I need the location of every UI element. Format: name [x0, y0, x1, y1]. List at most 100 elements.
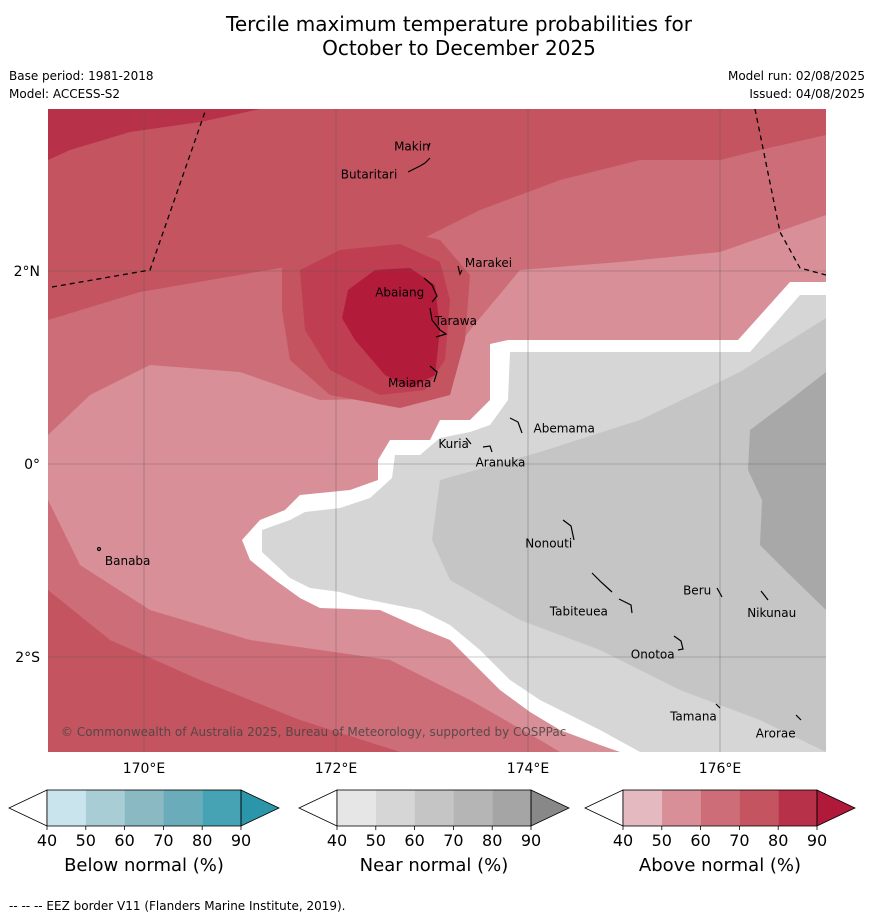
model-run: Model run: 02/08/2025 [727, 69, 865, 83]
island-label-tarawa: Tarawa [434, 314, 477, 328]
island-label-abemama: Abemama [534, 421, 595, 435]
island-label-butaritari: Butaritari [341, 168, 398, 182]
map-plot-area [48, 109, 826, 752]
colorbar-0-outline [46, 789, 242, 827]
colorbar-0: 40 50 60 70 80 90 Below normal (%) [8, 789, 280, 876]
colorbar-1-outline [336, 789, 532, 827]
island-labels: Makin Butaritari Marakei Abaiang Tarawa Maian… [105, 140, 796, 741]
colorbar-2-low-extension [584, 789, 624, 827]
island-shape-maiana [429, 365, 438, 383]
colorbar-1: 40 50 60 70 80 90 Near normal (%) [298, 789, 570, 876]
lon-tick-label-1: 172°E [315, 761, 358, 777]
colorbar-2: 40 50 60 70 80 90 Above normal (%) [584, 789, 856, 876]
colorbar-0-tick-label-3: 70 [153, 831, 173, 850]
colorbar-2-tick-label-5: 90 [807, 831, 827, 850]
island-label-nikunau: Nikunau [747, 606, 796, 620]
colorbar-2-segment-1 [661, 790, 701, 826]
colorbar-1-segment-3 [453, 790, 493, 826]
colorbar-2-tick-label-4: 80 [768, 831, 788, 850]
map-title: Tercile maximum temperature probabilitie… [0, 12, 873, 60]
model-name: Model: ACCESS-S2 [9, 87, 121, 101]
island-shape-beru [716, 587, 723, 598]
island-label-kuria: Kuria [438, 437, 469, 451]
colorbar-1-tick-label-1: 50 [366, 831, 386, 850]
island-shape-tamana [715, 703, 721, 709]
island-label-aranuka: Aranuka [476, 456, 526, 470]
island-label-maiana: Maiana [388, 376, 431, 390]
island-shape-butaritari [407, 157, 431, 173]
island-label-tabiteuea: Tabiteuea [549, 604, 608, 618]
island-shape-onotoa [673, 635, 684, 651]
colorbar-2-segment-0 [623, 790, 662, 826]
lat-tick-labels: 2°N 0° 2°S [14, 264, 41, 666]
lat-tick-label-2: 2°S [15, 650, 40, 666]
issued-date: Issued: 04/08/2025 [749, 87, 865, 101]
colorbar-1-tick-label-3: 70 [443, 831, 463, 850]
colorbar-0-tick-label-2: 60 [114, 831, 134, 850]
lon-tick-labels: 170°E 172°E 174°E 176°E [123, 761, 742, 777]
colorbar-0-low-extension [8, 789, 48, 827]
island-label-marakei: Marakei [465, 256, 512, 270]
colorbars: 40 50 60 70 80 90 Below normal (%) 40 50 60 70 80 90… [8, 789, 856, 876]
colorbar-0-tick-label-5: 90 [231, 831, 251, 850]
colorbar-0-tick-label-0: 40 [37, 831, 57, 850]
colorbar-1-segment-2 [414, 790, 454, 826]
title-line-1: Tercile maximum temperature probabilitie… [226, 12, 692, 36]
colorbar-0-segment-3 [163, 790, 203, 826]
island-shape-nikunau [760, 590, 769, 601]
island-label-beru: Beru [683, 583, 711, 597]
colorbar-2-label: Above normal (%) [639, 855, 801, 876]
island-label-nonouti: Nonouti [525, 537, 572, 551]
island-label-arorae: Arorae [756, 727, 796, 741]
colorbar-0-tick-label-1: 50 [76, 831, 96, 850]
lon-tick-label-2: 174°E [507, 761, 550, 777]
above-80-90-zone-tarawa [342, 268, 440, 388]
colorbar-1-segment-1 [375, 790, 415, 826]
colorbar-0-segment-2 [124, 790, 164, 826]
colorbar-2-segment-4 [778, 790, 817, 826]
colorbar-1-segment-0 [337, 790, 376, 826]
island-label-banaba: Banaba [105, 554, 151, 568]
island-shape-tarawa [429, 307, 448, 338]
lon-tick-label-3: 176°E [699, 761, 742, 777]
colorbar-0-label: Below normal (%) [64, 855, 224, 876]
island-shape-abaiang [423, 277, 438, 303]
island-shape-nonouti [562, 519, 575, 541]
colorbar-2-tick-label-0: 40 [613, 831, 633, 850]
colorbar-1-tick-label-5: 90 [521, 831, 541, 850]
colorbar-0-tick-label-4: 80 [192, 831, 212, 850]
base-period: Base period: 1981-2018 [9, 69, 154, 83]
colorbar-1-tick-label-4: 80 [482, 831, 502, 850]
colorbar-2-segment-2 [700, 790, 740, 826]
colorbar-1-low-extension [298, 789, 338, 827]
colorbar-1-label: Near normal (%) [360, 855, 509, 876]
colorbar-0-segment-0 [47, 790, 86, 826]
island-label-onotoa: Onotoa [631, 648, 675, 662]
eez-borders [51, 109, 826, 288]
island-outlines [96, 142, 802, 721]
colorbar-0-segment-1 [85, 790, 125, 826]
island-label-tamana: Tamana [669, 709, 717, 723]
island-shape-makin [427, 142, 431, 150]
eez-border-east [754, 109, 826, 276]
lat-tick-label-0: 2°N [14, 264, 40, 280]
island-shape-tabiteuea [591, 572, 633, 614]
gridlines [48, 109, 826, 752]
colorbar-1-high-extension [530, 789, 570, 827]
colorbar-1-tick-label-2: 60 [404, 831, 424, 850]
colorbar-2-high-extension [816, 789, 856, 827]
meta-left: Base period: 1981-2018 Model: ACCESS-S2 [9, 67, 154, 103]
colorbar-2-tick-label-3: 70 [729, 831, 749, 850]
colorbar-1-segment-4 [492, 790, 531, 826]
colorbar-0-high-extension [240, 789, 280, 827]
island-shape-marakei [457, 265, 463, 276]
near-70-80-zone [748, 372, 826, 610]
eez-border-west [51, 109, 207, 288]
island-shape-banaba [96, 546, 102, 552]
colorbar-1-tick-label-0: 40 [327, 831, 347, 850]
colorbar-2-outline [622, 789, 818, 827]
island-shape-abemama [509, 417, 523, 434]
above-70-80-zone-south [48, 590, 400, 752]
title-line-2: October to December 2025 [322, 36, 596, 60]
